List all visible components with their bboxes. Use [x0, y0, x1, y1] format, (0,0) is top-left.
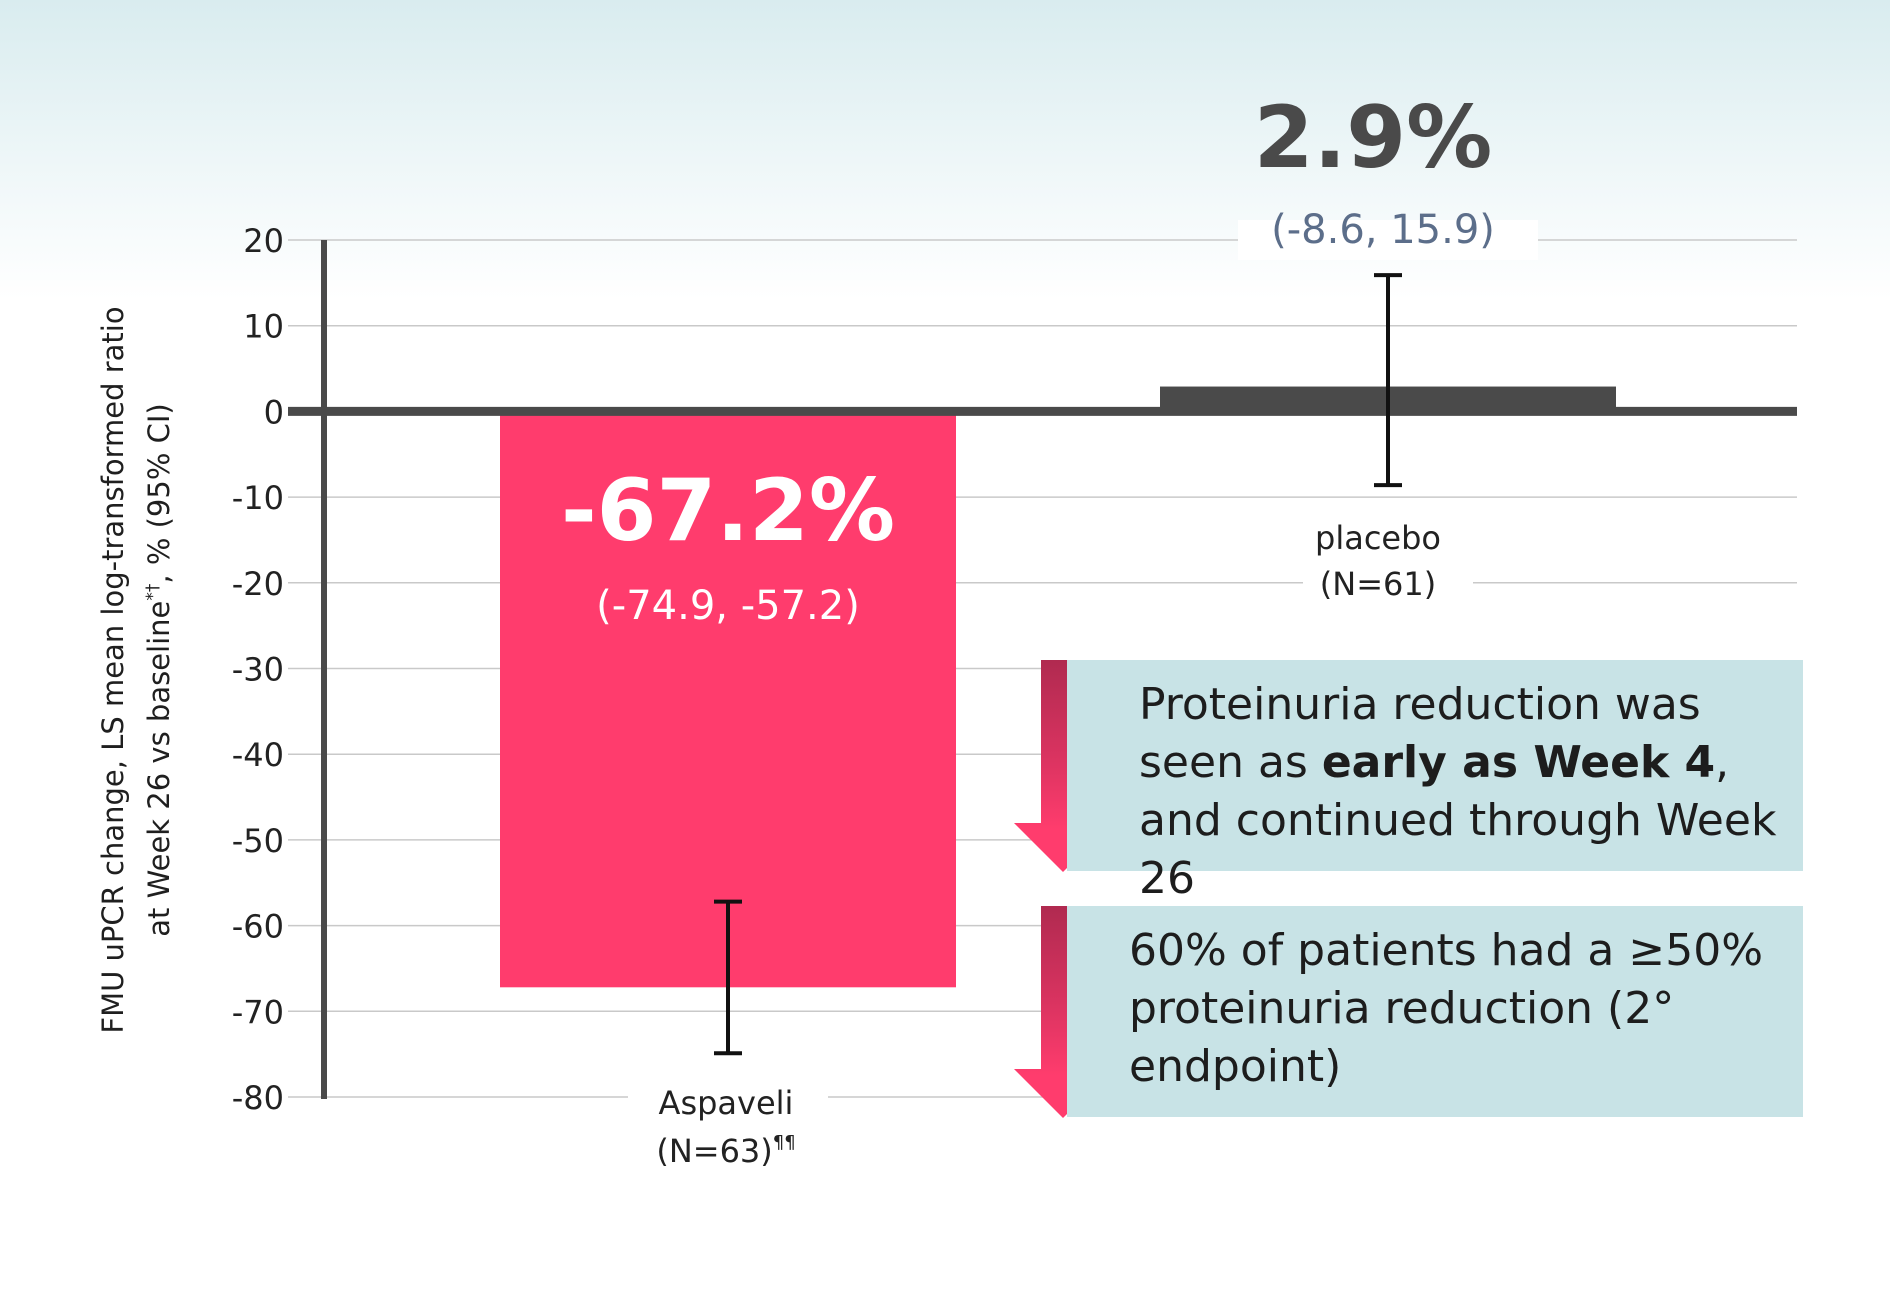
y-tick-label: -50 — [232, 822, 284, 860]
y-tick-label: -70 — [232, 993, 284, 1031]
ci-label-placebo: (-8.6, 15.9) — [1271, 207, 1495, 253]
callout-60-percent: 60% of patients had a ≥50% proteinuria r… — [1067, 906, 1803, 1117]
y-axis-title-suffix: , % (95% CI) — [141, 403, 176, 584]
category-n-aspaveli: (N=63)¶¶ — [656, 1132, 795, 1170]
category-footnote-aspaveli: ¶¶ — [773, 1132, 796, 1153]
error-bars — [714, 273, 1402, 1056]
y-tick-label: -20 — [232, 565, 284, 603]
data-labels: -67.2% (-74.9, -57.2) 2.9% (-8.6, 15.9) plac… — [561, 88, 1538, 1170]
callout1-text-pre: Proteinuria reduction was seen as — [1139, 679, 1701, 788]
y-axis-title-line1: FMU uPCR change, LS mean log-transformed… — [96, 306, 131, 1034]
callout1-text-post: , and continued through Week 26 — [1139, 737, 1777, 904]
y-tick-label: -80 — [232, 1079, 284, 1117]
bar-aspaveli — [500, 411, 956, 988]
category-label-aspaveli: Aspaveli — [659, 1084, 794, 1122]
y-tick-label: -60 — [232, 908, 284, 946]
y-axis-title-line2-text: at Week 26 vs baseline — [141, 600, 176, 937]
label-backdrop — [1303, 564, 1473, 601]
callout-early-reduction: Proteinuria reduction was seen as early … — [1067, 660, 1803, 904]
callout2-text-pre: 60% of patients had a ≥50% proteinuria r… — [1129, 925, 1764, 1092]
y-tick-label: -40 — [232, 736, 284, 774]
axes — [288, 240, 1797, 1099]
callout-60-percent-text: 60% of patients had a ≥50% proteinuria r… — [1129, 922, 1789, 1096]
y-tick-label: -30 — [232, 651, 284, 689]
value-label-placebo: 2.9% — [1254, 88, 1493, 188]
y-axis-title-line2: at Week 26 vs baseline*†, % (95% CI) — [133, 306, 179, 1033]
ci-label-aspaveli: (-74.9, -57.2) — [596, 583, 860, 629]
category-label-placebo: placebo — [1315, 519, 1441, 557]
label-backdrop — [1238, 220, 1538, 260]
callout-early-reduction-text: Proteinuria reduction was seen as early … — [1139, 676, 1789, 908]
y-tick-label: 0 — [264, 393, 284, 431]
y-tick-label: 20 — [243, 222, 284, 260]
y-tick-label: -10 — [232, 479, 284, 517]
y-tick-labels: 20 10 0 -10 -20 -30 -40 -50 -60 -70 -80 — [232, 222, 284, 1117]
category-n-placebo: (N=61) — [1320, 565, 1436, 603]
label-backdrop — [628, 1079, 828, 1115]
value-label-aspaveli: -67.2% — [561, 461, 895, 561]
callout1-text-bold: early as Week 4 — [1321, 737, 1716, 788]
y-axis-title-footnote-mark: *† — [143, 583, 164, 601]
y-tick-label: 10 — [243, 308, 284, 346]
